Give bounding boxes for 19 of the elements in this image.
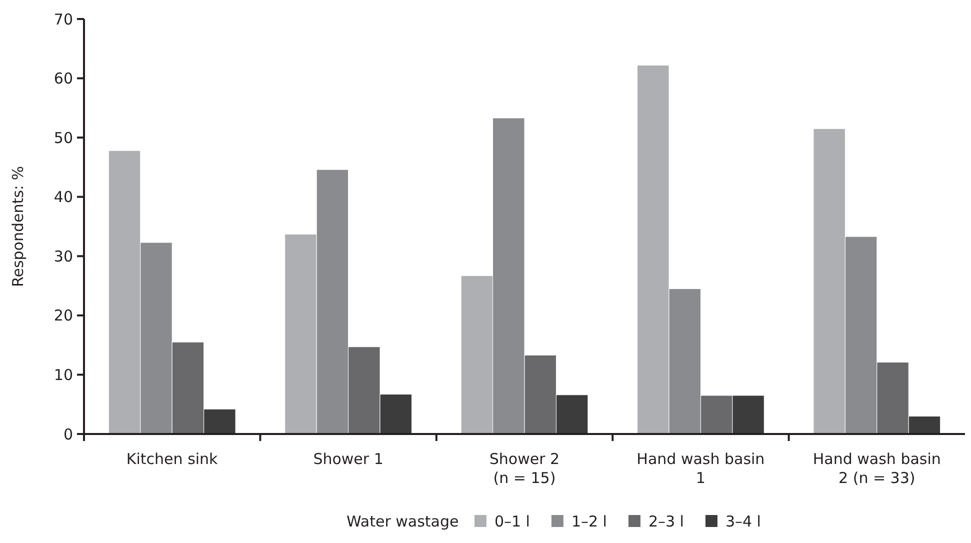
legend-label: 2–3 l <box>648 512 684 530</box>
x-tick-label: Shower 1 <box>313 450 384 468</box>
y-tick-label: 30 <box>54 247 73 266</box>
y-tick-label: 70 <box>54 10 73 28</box>
x-tick-label: Hand wash basin 1 <box>636 450 765 487</box>
legend-label: 0–1 l <box>494 512 530 530</box>
y-axis-title: Respondents: % <box>9 166 27 288</box>
y-tick-label: 0 <box>63 425 73 444</box>
x-tick-label: Hand wash basin 2 (n = 33) <box>812 450 941 487</box>
y-tick-label: 10 <box>54 366 73 384</box>
y-tick-label: 20 <box>54 306 73 325</box>
legend-label: 3–4 l <box>725 512 761 530</box>
x-tick-label: Shower 2 (n = 15) <box>489 450 560 487</box>
y-tick-label: 50 <box>54 128 73 147</box>
y-tick-label: 40 <box>54 188 73 206</box>
legend-title: Water wastage <box>346 512 459 530</box>
y-tick-label: 60 <box>54 70 73 88</box>
x-tick-label: Kitchen sink <box>126 450 218 468</box>
legend-label: 1–2 l <box>571 512 607 530</box>
